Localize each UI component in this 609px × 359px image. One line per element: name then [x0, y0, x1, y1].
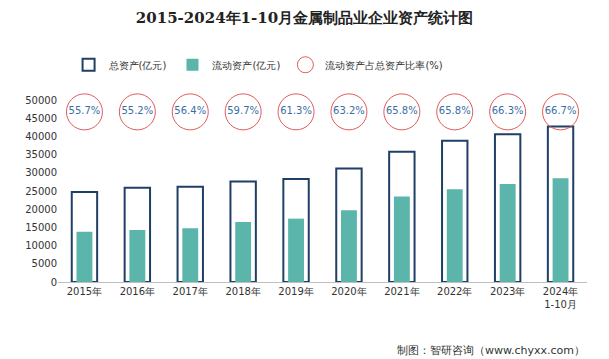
- svg-text:55.7%: 55.7%: [69, 105, 101, 116]
- svg-text:2020年: 2020年: [331, 286, 366, 297]
- svg-text:56.4%: 56.4%: [174, 105, 206, 116]
- svg-text:制图：智研咨询（www.chyxx.com）: 制图：智研咨询（www.chyxx.com）: [397, 344, 585, 357]
- svg-text:2015年: 2015年: [67, 286, 102, 297]
- svg-text:5000: 5000: [32, 258, 57, 269]
- svg-text:2021年: 2021年: [384, 286, 419, 297]
- svg-text:2017年: 2017年: [173, 286, 208, 297]
- svg-text:0: 0: [51, 277, 57, 288]
- svg-text:2022年: 2022年: [437, 286, 472, 297]
- svg-text:63.2%: 63.2%: [333, 105, 365, 116]
- svg-text:流动资产(亿元): 流动资产(亿元): [212, 60, 280, 71]
- svg-text:总资产(亿元): 总资产(亿元): [108, 60, 167, 71]
- svg-text:66.3%: 66.3%: [492, 105, 524, 116]
- svg-text:2023年: 2023年: [490, 286, 525, 297]
- svg-text:10000: 10000: [25, 240, 57, 251]
- svg-text:2016年: 2016年: [120, 286, 155, 297]
- svg-text:20000: 20000: [25, 204, 57, 215]
- svg-text:65.8%: 65.8%: [439, 105, 471, 116]
- svg-text:30000: 30000: [25, 167, 57, 178]
- svg-text:55.2%: 55.2%: [121, 105, 153, 116]
- svg-text:2024年1-10月: 2024年1-10月: [543, 286, 578, 310]
- svg-text:2019年: 2019年: [278, 286, 313, 297]
- svg-text:45000: 45000: [25, 113, 57, 124]
- svg-text:2018年: 2018年: [225, 286, 260, 297]
- svg-text:25000: 25000: [25, 186, 57, 197]
- svg-text:61.3%: 61.3%: [280, 105, 312, 116]
- svg-text:50000: 50000: [25, 95, 57, 106]
- svg-text:59.7%: 59.7%: [227, 105, 259, 116]
- svg-text:65.8%: 65.8%: [386, 105, 418, 116]
- svg-text:35000: 35000: [25, 149, 57, 160]
- svg-text:15000: 15000: [25, 222, 57, 233]
- svg-text:40000: 40000: [25, 131, 57, 142]
- svg-text:流动资产占总资产比率(%): 流动资产占总资产比率(%): [325, 60, 442, 71]
- svg-text:2015-2024年1-10月金属制品业企业资产统计图: 2015-2024年1-10月金属制品业企业资产统计图: [136, 9, 473, 27]
- svg-text:66.7%: 66.7%: [545, 105, 577, 116]
